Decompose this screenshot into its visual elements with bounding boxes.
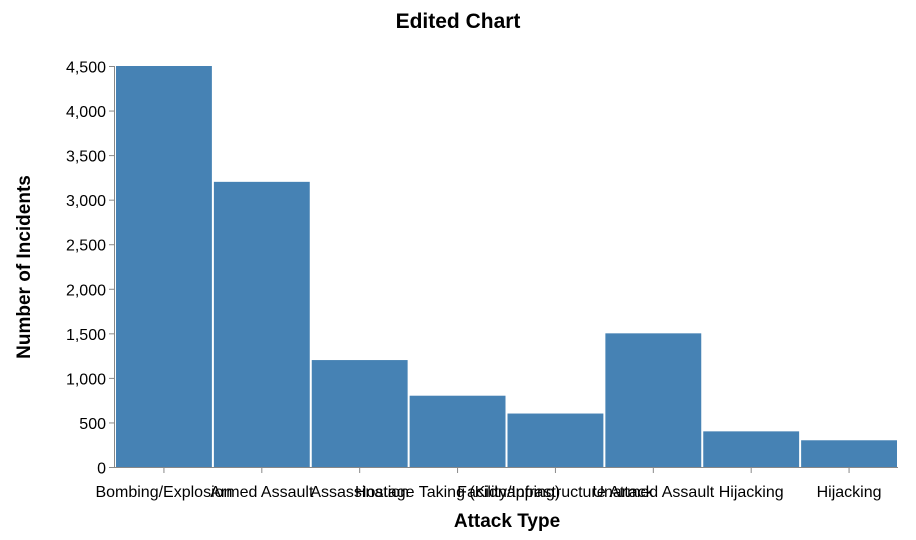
y-tick-label: 4,500 bbox=[66, 60, 106, 77]
y-tick-label: 2,500 bbox=[66, 238, 106, 255]
y-tick-label: 0 bbox=[97, 461, 106, 478]
x-tick-label: Bombing/Explosion bbox=[95, 484, 232, 501]
bar bbox=[409, 395, 506, 467]
x-tick-label: Armed Assault bbox=[210, 484, 314, 501]
y-tick-label: 3,500 bbox=[66, 149, 106, 166]
bar bbox=[605, 333, 702, 467]
x-tick-label: Assassination bbox=[310, 484, 409, 501]
bar bbox=[311, 360, 408, 467]
y-axis-title: Number of Incidents bbox=[14, 175, 35, 359]
y-tick-label: 4,000 bbox=[66, 104, 106, 121]
y-tick-label: 2,000 bbox=[66, 282, 106, 299]
chart-title: Edited Chart bbox=[396, 10, 521, 33]
y-tick-label: 500 bbox=[79, 416, 106, 433]
bar bbox=[801, 440, 897, 467]
x-tick-label: Hijacking bbox=[817, 484, 882, 501]
x-tick-label: Hostage Taking (Kidnapping) bbox=[355, 484, 560, 501]
bars bbox=[116, 66, 897, 467]
x-axis-title: Attack Type bbox=[454, 511, 560, 532]
x-tick-label: Unarmed Assault bbox=[592, 484, 714, 501]
bar bbox=[116, 66, 212, 467]
x-tick-label: Hijacking bbox=[719, 484, 784, 501]
y-axis: 0 500 1,000 1,500 2,000 2,500 3,000 3,500 4,000 4… bbox=[66, 60, 115, 478]
bar bbox=[213, 181, 310, 467]
bar bbox=[703, 431, 800, 467]
bar bbox=[507, 413, 604, 467]
y-tick-label: 1,000 bbox=[66, 371, 106, 388]
x-tick-label: Facility/Infrastructure Attack bbox=[457, 484, 655, 501]
y-tick-label: 1,500 bbox=[66, 327, 106, 344]
y-tick-label: 3,000 bbox=[66, 193, 106, 210]
